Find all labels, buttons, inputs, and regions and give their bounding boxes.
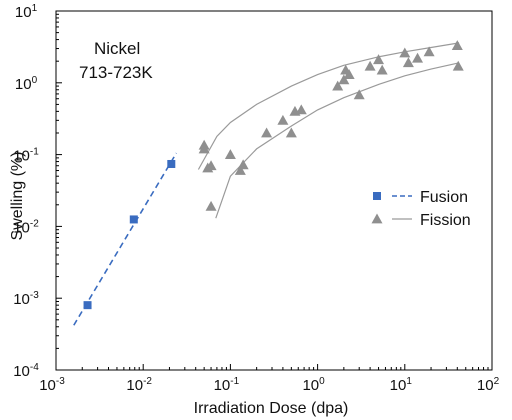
fission-point [198, 143, 210, 154]
fission-point [224, 149, 236, 159]
fission-point [285, 127, 297, 138]
fission-point [261, 127, 273, 138]
fission-point [295, 104, 307, 115]
legend-fission-label: Fission [420, 212, 471, 229]
fission-point [343, 69, 355, 80]
y-tick-label: 10-3 [13, 290, 39, 308]
legend-fusion-marker [373, 192, 381, 200]
fission-point [234, 165, 246, 175]
y-tick-label: 100 [15, 75, 38, 93]
fission-point [412, 52, 424, 63]
legend-fusion-label: Fusion [420, 189, 468, 206]
fusion-point [83, 301, 92, 310]
legend-fission-marker [371, 213, 383, 224]
x-tick-label: 100 [302, 376, 325, 394]
y-tick-label: 10-4 [13, 362, 39, 380]
temperature-annotation: 713-723K [79, 63, 153, 82]
fission-point [399, 47, 411, 58]
x-tick-label: 10-1 [214, 376, 240, 394]
fission-point [423, 46, 435, 57]
fusion-point [167, 159, 176, 168]
fit-lines [73, 42, 460, 326]
x-tick-label: 10-2 [126, 376, 152, 394]
y-tick-label: 10-1 [13, 147, 39, 165]
axes [55, 10, 493, 371]
fission-point [376, 64, 388, 75]
fission-point [353, 89, 365, 100]
data-points [83, 40, 464, 310]
fission-point [205, 200, 217, 211]
ticks: 10-3 10-2 10-1 100 101 10210-410-310-210-1100… [13, 3, 499, 394]
x-tick-label: 10-3 [39, 376, 65, 394]
y-axis-label: Swelling (%) [9, 152, 26, 241]
y-tick-label: 101 [15, 3, 38, 21]
legend: Fusion Fission [371, 189, 471, 229]
fission-point [205, 160, 217, 171]
fission-point [451, 40, 463, 50]
fission-point [373, 54, 385, 65]
fission-point [338, 74, 350, 85]
x-axis-label: Irradiation Dose (dpa) [194, 400, 349, 417]
plot-frame [55, 10, 493, 371]
x-tick-label: 102 [477, 376, 500, 394]
fission-point [277, 114, 289, 125]
material-annotation: Nickel [94, 39, 140, 58]
fission-point [402, 57, 414, 68]
y-tick-label: 10-2 [13, 218, 39, 236]
fusion-point [129, 215, 138, 224]
fission-point [452, 60, 464, 71]
fission-fit-curve [197, 42, 460, 170]
fusion-fit-line [73, 152, 178, 326]
x-tick-label: 101 [390, 376, 413, 394]
fission-point [237, 159, 249, 170]
fission-point [332, 80, 344, 91]
fission-point [364, 60, 376, 71]
